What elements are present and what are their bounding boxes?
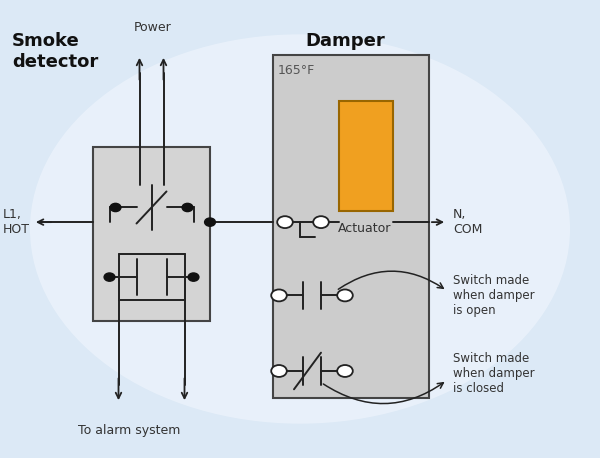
Circle shape [313,216,329,228]
Circle shape [271,289,287,301]
Bar [339,101,393,211]
Circle shape [110,203,121,212]
Circle shape [337,365,353,377]
Text: 1: 1 [371,165,379,178]
Circle shape [271,365,287,377]
Text: L1,
HOT: L1, HOT [3,208,30,236]
Circle shape [337,289,353,301]
Circle shape [182,203,193,212]
Text: Power: Power [134,21,172,33]
Text: Smoke
detector: Smoke detector [12,32,98,71]
Circle shape [104,273,115,281]
Text: N,
COM: N, COM [453,208,482,236]
Text: 2: 2 [343,165,351,178]
Text: Switch made
when damper
is open: Switch made when damper is open [453,274,535,317]
Circle shape [205,218,215,226]
Text: Damper: Damper [305,32,385,50]
Text: Switch made
when damper
is closed: Switch made when damper is closed [453,352,535,395]
Bar [273,55,429,398]
Text: Actuator: Actuator [338,222,391,235]
Text: To alarm system: To alarm system [78,425,180,437]
Ellipse shape [30,34,570,424]
Text: 165°F: 165°F [278,65,315,77]
Bar [93,147,210,321]
Circle shape [188,273,199,281]
Circle shape [277,216,293,228]
